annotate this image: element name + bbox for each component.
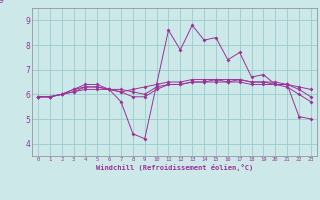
X-axis label: Windchill (Refroidissement éolien,°C): Windchill (Refroidissement éolien,°C) <box>96 164 253 171</box>
Text: 9: 9 <box>0 0 4 5</box>
